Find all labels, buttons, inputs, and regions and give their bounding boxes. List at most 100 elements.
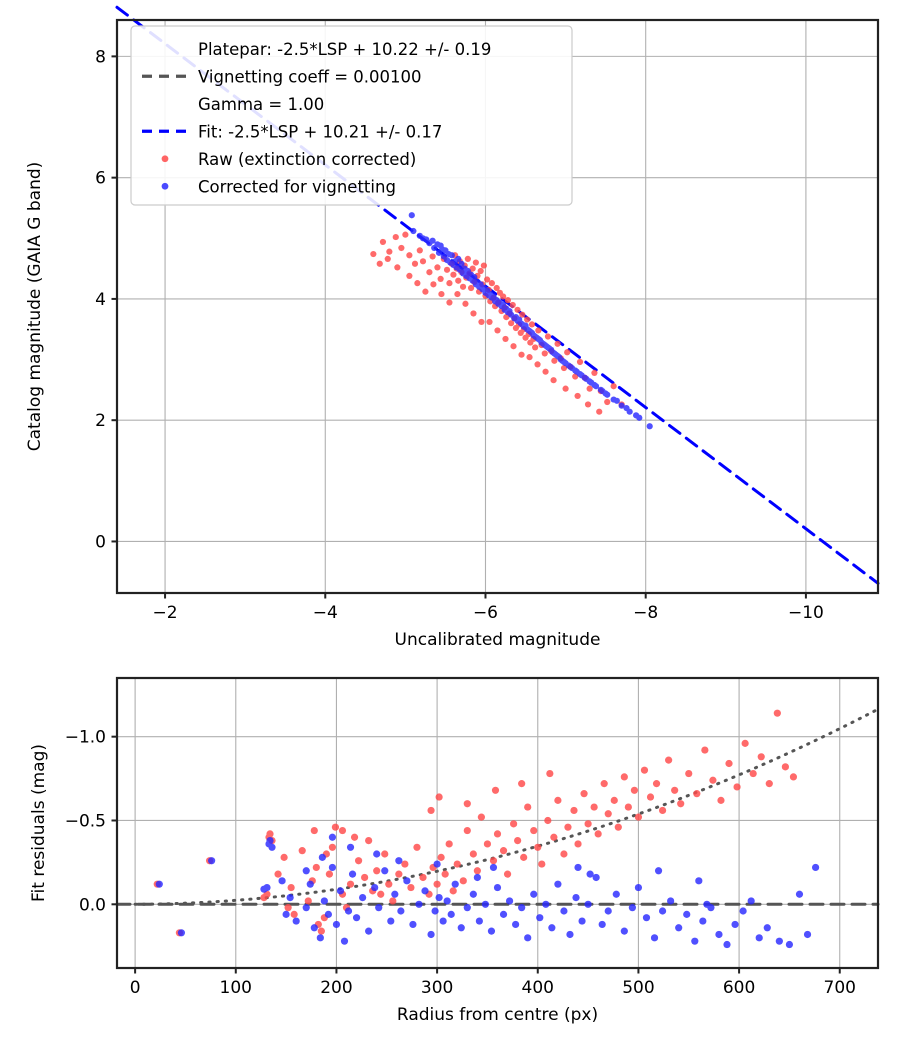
- xaxis-title-bottom: Radius from centre (px): [397, 1005, 598, 1025]
- xtick-label-2: −6: [473, 603, 498, 623]
- data-point: [658, 806, 667, 815]
- xtick-label-7: 700: [824, 978, 856, 998]
- data-point: [344, 907, 353, 915]
- data-point: [434, 264, 441, 271]
- data-point: [177, 929, 186, 937]
- data-point: [665, 756, 673, 764]
- data-point: [749, 769, 757, 778]
- xtick-label-3: 300: [421, 978, 453, 998]
- data-point: [572, 373, 579, 380]
- data-point: [463, 904, 471, 912]
- data-point: [524, 803, 532, 811]
- data-point: [416, 232, 423, 239]
- data-point: [457, 924, 465, 932]
- data-point: [346, 843, 355, 851]
- xtick-label-5: 500: [622, 978, 654, 998]
- data-point: [472, 259, 479, 266]
- data-point: [433, 860, 441, 868]
- data-point: [604, 398, 611, 406]
- data-point: [310, 826, 318, 835]
- data-point: [586, 385, 593, 392]
- legend-entry-1[interactable]: Vignetting coeff = 0.00100: [142, 67, 422, 86]
- data-point: [397, 907, 405, 915]
- data-point: [591, 369, 598, 376]
- xtick-label-4: −10: [788, 603, 824, 623]
- data-point: [438, 290, 445, 298]
- data-point: [350, 833, 359, 841]
- data-point: [395, 870, 403, 878]
- data-point: [640, 766, 649, 774]
- data-point: [612, 890, 620, 898]
- data-point: [469, 265, 476, 272]
- data-point: [594, 830, 602, 838]
- data-point: [401, 860, 409, 868]
- data-point: [560, 364, 568, 372]
- data-point: [340, 937, 349, 945]
- data-point: [574, 863, 582, 872]
- data-point: [406, 272, 413, 279]
- data-point: [415, 900, 423, 908]
- data-point: [514, 837, 522, 845]
- data-point: [610, 383, 617, 390]
- data-point: [441, 870, 449, 878]
- data-point: [316, 934, 324, 942]
- data-point: [747, 897, 755, 905]
- data-point: [695, 877, 703, 885]
- data-point: [469, 890, 477, 898]
- data-point: [384, 255, 391, 262]
- series-corrected-top: [408, 212, 653, 430]
- data-point: [574, 840, 582, 848]
- data-point: [324, 910, 332, 918]
- legend-entry-2[interactable]: Gamma = 1.00: [198, 95, 324, 114]
- data-point: [785, 940, 794, 949]
- ytick-label-1: 2: [95, 411, 106, 431]
- data-point: [304, 897, 312, 905]
- legend-label-3: Fit: -2.5*LSP + 10.21 +/- 0.17: [198, 122, 442, 141]
- legend-entry-5[interactable]: Corrected for vignetting: [161, 177, 396, 196]
- data-point: [427, 806, 435, 815]
- data-point: [560, 358, 568, 366]
- data-point: [274, 870, 282, 878]
- data-point: [703, 900, 711, 908]
- data-point: [473, 873, 481, 882]
- data-point: [667, 897, 675, 905]
- data-point: [671, 786, 679, 794]
- data-point: [580, 790, 588, 798]
- data-point: [536, 914, 544, 922]
- data-point: [447, 910, 455, 918]
- data-point: [443, 266, 451, 273]
- data-point: [518, 780, 526, 788]
- data-point: [560, 850, 568, 858]
- data-point: [757, 753, 765, 761]
- line-vignetting-curve: [133, 708, 878, 906]
- data-point: [459, 877, 467, 885]
- data-point: [550, 377, 557, 384]
- data-point: [652, 780, 661, 788]
- data-point: [493, 830, 502, 838]
- data-point: [458, 260, 465, 267]
- data-point: [348, 870, 357, 878]
- data-point: [499, 910, 508, 918]
- data-point: [477, 813, 485, 821]
- data-point: [532, 344, 539, 351]
- data-point: [423, 236, 430, 243]
- data-point: [739, 907, 747, 915]
- ytick-label-4: 8: [95, 47, 106, 67]
- legend-entry-0[interactable]: Platepar: -2.5*LSP + 10.22 +/- 0.19: [198, 40, 491, 59]
- data-point: [328, 843, 337, 851]
- legend-label-4: Raw (extinction corrected): [198, 150, 416, 169]
- legend-entry-3[interactable]: Fit: -2.5*LSP + 10.21 +/- 0.17: [142, 122, 442, 141]
- data-point: [376, 260, 383, 267]
- data-point: [325, 870, 333, 878]
- data-point: [263, 883, 271, 892]
- data-point: [518, 904, 526, 912]
- data-point: [544, 816, 552, 825]
- data-point: [427, 930, 435, 939]
- data-point: [359, 894, 367, 902]
- data-point: [310, 924, 318, 932]
- data-point: [524, 934, 532, 942]
- legend-entry-4[interactable]: Raw (extinction corrected): [161, 150, 417, 169]
- data-point: [477, 267, 484, 275]
- data-point: [462, 300, 469, 307]
- xtick-label-0: 0: [130, 978, 141, 998]
